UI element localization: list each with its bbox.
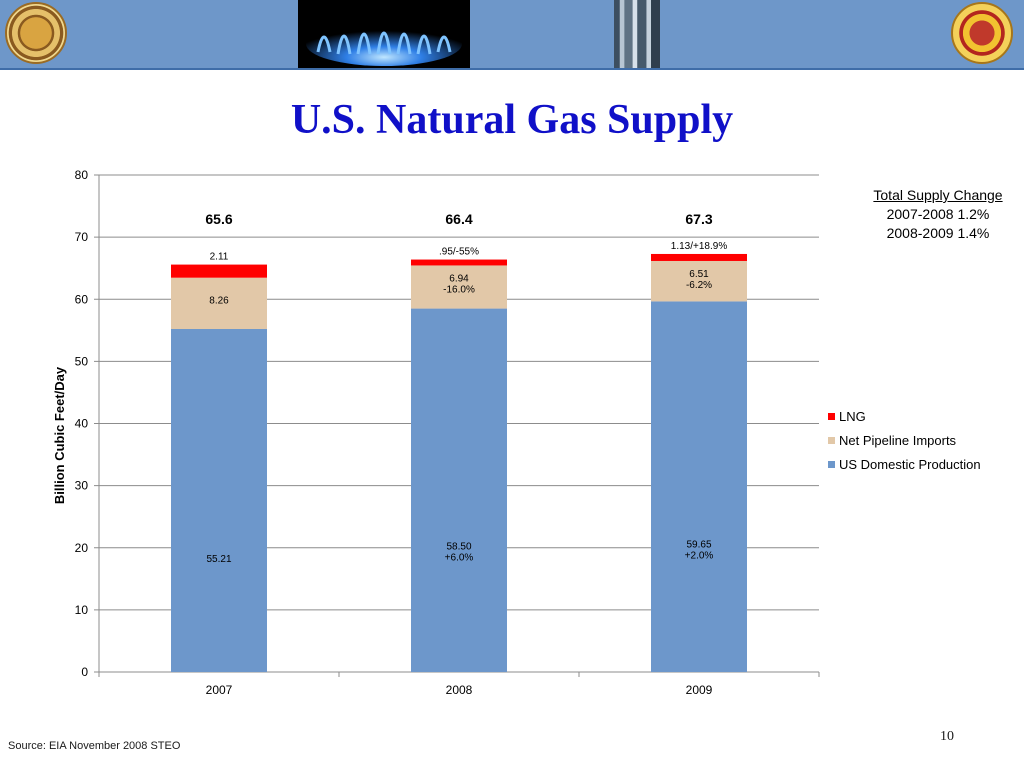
- state-seal-icon: [951, 2, 1013, 64]
- legend-swatch: [828, 412, 835, 420]
- x-tick-label: 2008: [446, 683, 473, 697]
- page-title: U.S. Natural Gas Supply: [290, 97, 734, 143]
- bar-segment-us-domestic-production-2008: [411, 308, 507, 672]
- data-label: -16.0%: [443, 284, 475, 295]
- y-tick-label: 0: [81, 665, 88, 679]
- supply-change-heading: Total Supply Change: [873, 187, 1003, 203]
- legend-swatch: [828, 436, 835, 444]
- data-label: -6.2%: [686, 280, 712, 291]
- y-axis-title: Billion Cubic Feet/Day: [52, 366, 67, 504]
- gas-flame-image: [298, 0, 470, 68]
- total-supply-change-note: Total Supply Change 2007-2008 1.2% 2008-…: [838, 186, 1024, 243]
- bar-segment-net-pipeline-imports-2008: [411, 265, 507, 309]
- data-label: 55.21: [206, 554, 231, 565]
- legend-item-lng: LNG: [828, 404, 981, 428]
- data-label: 8.26: [209, 296, 229, 307]
- y-tick-label: 50: [75, 354, 89, 368]
- data-label: 59.65: [686, 539, 711, 550]
- energy-commission-seal-icon: [5, 2, 67, 64]
- legend-label: LNG: [839, 408, 866, 424]
- bar-segment-net-pipeline-imports-2007: [171, 277, 267, 330]
- data-label: 6.51: [689, 269, 709, 280]
- legend-label: US Domestic Production: [839, 456, 981, 472]
- header-banner: [0, 0, 1024, 70]
- bar-segment-lng-2008: [411, 259, 507, 266]
- y-tick-label: 70: [75, 230, 89, 244]
- bar-segment-lng-2009: [651, 253, 747, 261]
- x-tick-label: 2009: [686, 683, 713, 697]
- y-tick-label: 20: [75, 541, 89, 555]
- legend-label: Net Pipeline Imports: [839, 432, 957, 448]
- page-number: 10: [940, 729, 954, 744]
- y-tick-label: 60: [75, 292, 89, 306]
- supply-change-line: 2008-2009 1.4%: [886, 225, 990, 241]
- data-label: 1.13/+18.9%: [671, 241, 728, 252]
- data-label: .95/-55%: [439, 247, 479, 258]
- y-tick-label: 40: [75, 417, 89, 431]
- data-label: +2.0%: [685, 550, 714, 561]
- legend-swatch: [828, 460, 835, 468]
- legend-item-domestic: US Domestic Production: [828, 452, 981, 476]
- total-label: 66.4: [445, 211, 472, 227]
- x-tick-label: 2007: [206, 683, 233, 697]
- bar-segment-net-pipeline-imports-2009: [651, 260, 747, 302]
- y-tick-label: 30: [75, 479, 89, 493]
- bar-segment-lng-2007: [171, 264, 267, 278]
- data-label: 2.11: [210, 252, 229, 263]
- y-tick-label: 80: [75, 168, 89, 182]
- bar-segment-us-domestic-production-2007: [171, 329, 267, 672]
- chart-legend: LNG Net Pipeline Imports US Domestic Pro…: [828, 404, 981, 476]
- source-note: Source: EIA November 2008 STEO: [8, 740, 181, 752]
- bar-segment-us-domestic-production-2009: [651, 301, 747, 672]
- y-tick-label: 10: [75, 603, 89, 617]
- data-label: 6.94: [449, 273, 469, 284]
- data-label: +6.0%: [445, 553, 474, 564]
- data-label: 58.50: [446, 542, 471, 553]
- total-label: 67.3: [685, 211, 712, 227]
- total-label: 65.6: [205, 211, 232, 227]
- gas-plant-image: [614, 0, 660, 68]
- legend-item-pipeline: Net Pipeline Imports: [828, 428, 981, 452]
- supply-change-line: 2007-2008 1.2%: [886, 206, 990, 222]
